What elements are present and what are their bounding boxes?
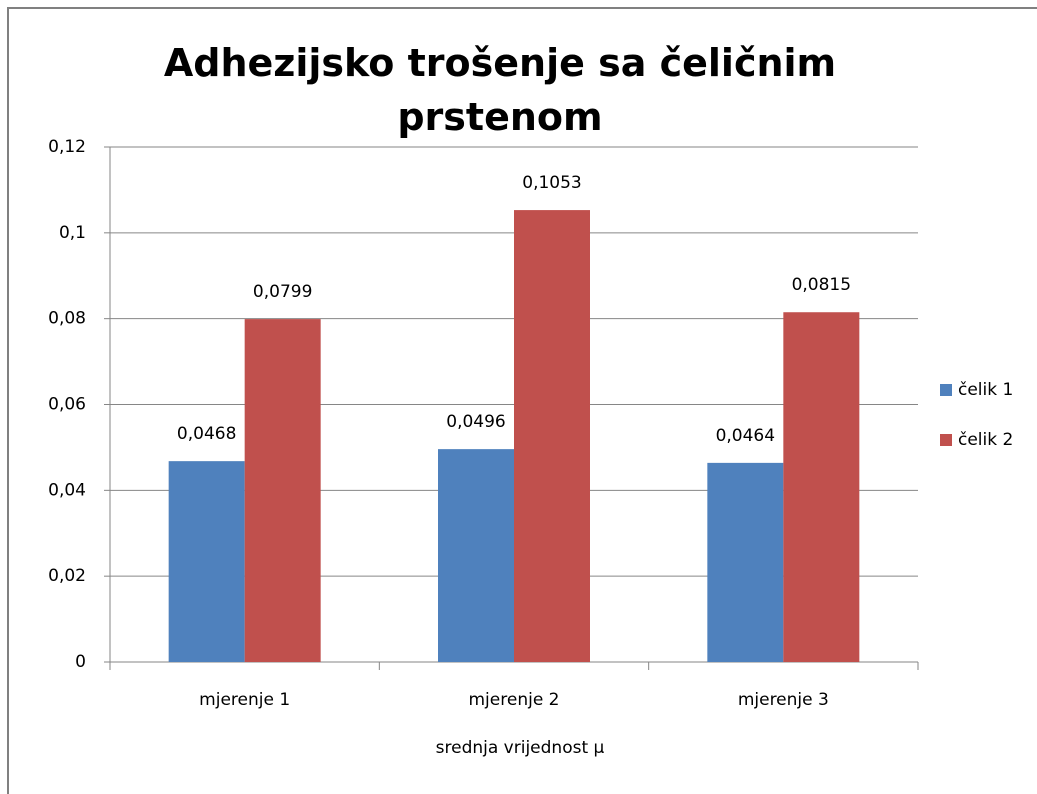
data-label: 0,1053 (522, 173, 581, 193)
bar (514, 210, 590, 662)
bar (168, 461, 245, 662)
y-tick-label: 0,06 (48, 395, 86, 415)
x-axis-title: srednja vrijednost µ (436, 738, 605, 758)
legend-swatch (940, 384, 952, 396)
bar (707, 462, 784, 662)
legend-swatch (940, 434, 952, 446)
x-tick-label: mjerenje 1 (199, 690, 290, 710)
y-tick-label: 0,08 (48, 309, 86, 329)
data-label: 0,0496 (446, 412, 505, 432)
legend-label: čelik 2 (958, 430, 1013, 450)
legend-label: čelik 1 (958, 380, 1013, 400)
data-label: 0,0464 (716, 426, 775, 446)
bar (783, 312, 860, 662)
chart-title: Adhezijsko trošenje sa čeličnim prstenom (163, 41, 837, 139)
data-label: 0,0815 (792, 275, 851, 295)
y-tick-label: 0,04 (48, 480, 86, 500)
x-tick-label: mjerenje 3 (738, 690, 829, 710)
y-tick-label: 0,1 (59, 223, 86, 243)
y-tick-label: 0,02 (48, 566, 86, 586)
bar (244, 319, 321, 662)
data-label: 0,0468 (177, 424, 236, 444)
y-tick-label: 0,12 (48, 137, 86, 157)
x-tick-label: mjerenje 2 (469, 690, 560, 710)
bar (438, 449, 514, 662)
y-tick-label: 0 (75, 652, 86, 672)
data-label: 0,0799 (253, 282, 312, 302)
